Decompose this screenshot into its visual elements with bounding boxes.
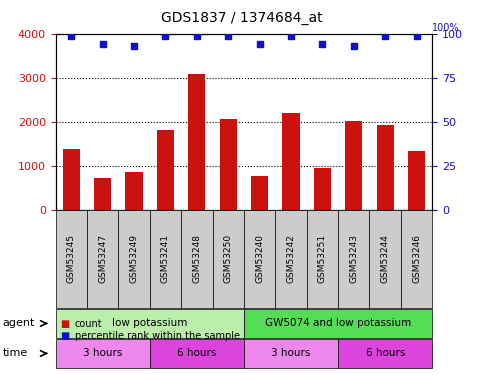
Point [193, 33, 201, 39]
Bar [126, 172, 142, 210]
Point [161, 33, 170, 39]
Text: 100%: 100% [432, 23, 460, 33]
Bar [220, 119, 237, 210]
Text: GSM53244: GSM53244 [381, 234, 390, 283]
Bar [377, 124, 394, 210]
Bar [283, 112, 299, 210]
Text: GDS1837 / 1374684_at: GDS1837 / 1374684_at [161, 11, 322, 25]
Text: GSM53249: GSM53249 [129, 234, 139, 283]
Point [256, 41, 264, 47]
Text: GSM53251: GSM53251 [318, 234, 327, 284]
Text: agent: agent [2, 318, 35, 328]
Text: ■: ■ [60, 320, 70, 329]
Point [99, 41, 107, 47]
Text: time: time [2, 348, 28, 358]
Point [412, 33, 420, 39]
Text: GSM53241: GSM53241 [161, 234, 170, 283]
Bar [314, 168, 331, 210]
Bar [251, 176, 268, 210]
Point [224, 33, 232, 39]
Bar [345, 122, 362, 210]
Point [68, 33, 75, 39]
Text: GW5074 and low potassium: GW5074 and low potassium [265, 318, 411, 328]
Text: GSM53246: GSM53246 [412, 234, 421, 283]
Text: 6 hours: 6 hours [177, 348, 216, 358]
Text: low potassium: low potassium [112, 318, 187, 328]
Text: GSM53243: GSM53243 [349, 234, 358, 283]
Point [130, 43, 138, 49]
Point [287, 33, 295, 39]
Text: ■: ■ [60, 331, 70, 340]
Text: GSM53242: GSM53242 [286, 234, 296, 283]
Bar [157, 130, 174, 210]
Text: GSM53245: GSM53245 [67, 234, 76, 283]
Text: GSM53248: GSM53248 [192, 234, 201, 283]
Text: GSM53240: GSM53240 [255, 234, 264, 283]
Text: GSM53247: GSM53247 [98, 234, 107, 283]
Text: GSM53250: GSM53250 [224, 234, 233, 284]
Bar [188, 74, 205, 210]
Bar [94, 178, 111, 210]
Text: 3 hours: 3 hours [271, 348, 311, 358]
Bar [63, 149, 80, 210]
Point [319, 41, 327, 47]
Text: count: count [75, 320, 102, 329]
Bar [408, 150, 425, 210]
Text: 3 hours: 3 hours [83, 348, 122, 358]
Point [382, 33, 389, 39]
Text: percentile rank within the sample: percentile rank within the sample [75, 331, 240, 340]
Point [350, 43, 357, 49]
Text: 6 hours: 6 hours [366, 348, 405, 358]
